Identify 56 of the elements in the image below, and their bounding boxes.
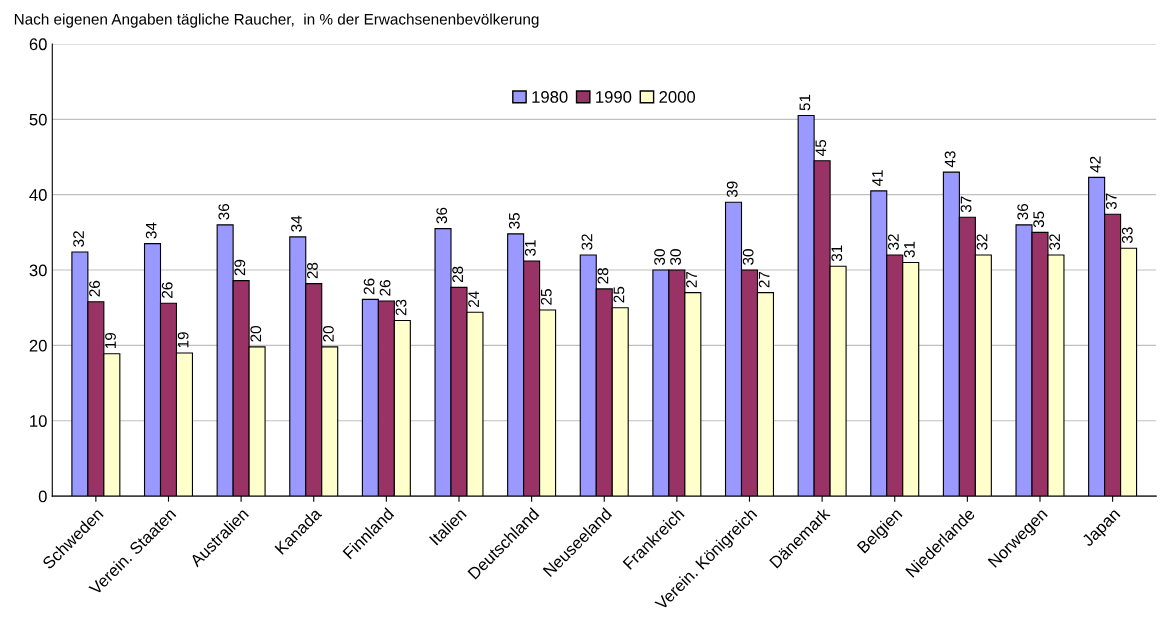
data-label: 32	[581, 234, 593, 250]
y-tick-label: 10	[30, 415, 47, 427]
data-label: 28	[452, 266, 464, 283]
data-label: 37	[1105, 193, 1117, 210]
data-label: 34	[145, 222, 157, 239]
data-label: 30	[742, 249, 754, 265]
data-label: 29	[234, 259, 246, 276]
legend-label: 1990	[596, 91, 632, 103]
data-label: 26	[363, 278, 375, 295]
legend-label: 1980	[532, 91, 568, 103]
data-label: 36	[1017, 203, 1029, 220]
data-label: 36	[436, 207, 448, 224]
y-tick-label: 30	[29, 264, 47, 277]
data-label: 35	[508, 212, 520, 229]
data-label: 31	[904, 241, 915, 258]
data-label: 51	[799, 94, 811, 111]
data-label: 39	[726, 181, 738, 198]
data-label: 19	[105, 332, 116, 348]
data-label: 30	[670, 249, 681, 265]
data-label: 32	[976, 234, 988, 250]
data-label: 34	[291, 215, 302, 232]
data-label: 26	[379, 280, 391, 296]
data-label: 30	[654, 249, 665, 265]
data-label: 19	[177, 332, 189, 348]
data-label: 24	[468, 291, 479, 307]
data-label: 23	[395, 299, 407, 316]
data-label: 25	[540, 289, 552, 305]
data-label: 31	[831, 245, 843, 262]
data-label: 28	[307, 262, 318, 279]
data-label: 28	[597, 268, 609, 284]
data-label: 32	[1049, 234, 1061, 250]
data-label: 32	[888, 234, 899, 250]
data-label: 31	[524, 240, 536, 256]
data-label: 41	[872, 170, 883, 187]
data-label: 26	[89, 280, 100, 297]
legend-label: 2000	[659, 91, 696, 103]
data-label: 20	[250, 325, 262, 342]
y-tick-label: 40	[29, 189, 47, 201]
data-label: 43	[944, 151, 956, 168]
y-tick-label: 0	[38, 490, 47, 503]
data-label: 33	[1121, 227, 1133, 244]
data-label: 32	[73, 231, 84, 247]
data-label: 37	[960, 196, 972, 213]
y-tick-label: 60	[29, 38, 47, 51]
data-label: 36	[218, 203, 230, 220]
data-label: 25	[613, 286, 625, 303]
chart-title: Nach eigenen Angaben tägliche Raucher, in % der Erwachsenenbevölkerung	[14, 13, 539, 28]
data-label: 45	[815, 139, 827, 156]
data-label: 27	[758, 271, 770, 288]
data-label: 35	[1033, 211, 1045, 228]
data-label: 42	[1089, 156, 1101, 173]
y-tick-label: 20	[29, 339, 47, 352]
data-label: 27	[686, 271, 697, 288]
data-label: 26	[161, 282, 173, 298]
data-label: 20	[323, 325, 334, 342]
y-tick-label: 50	[29, 113, 47, 126]
